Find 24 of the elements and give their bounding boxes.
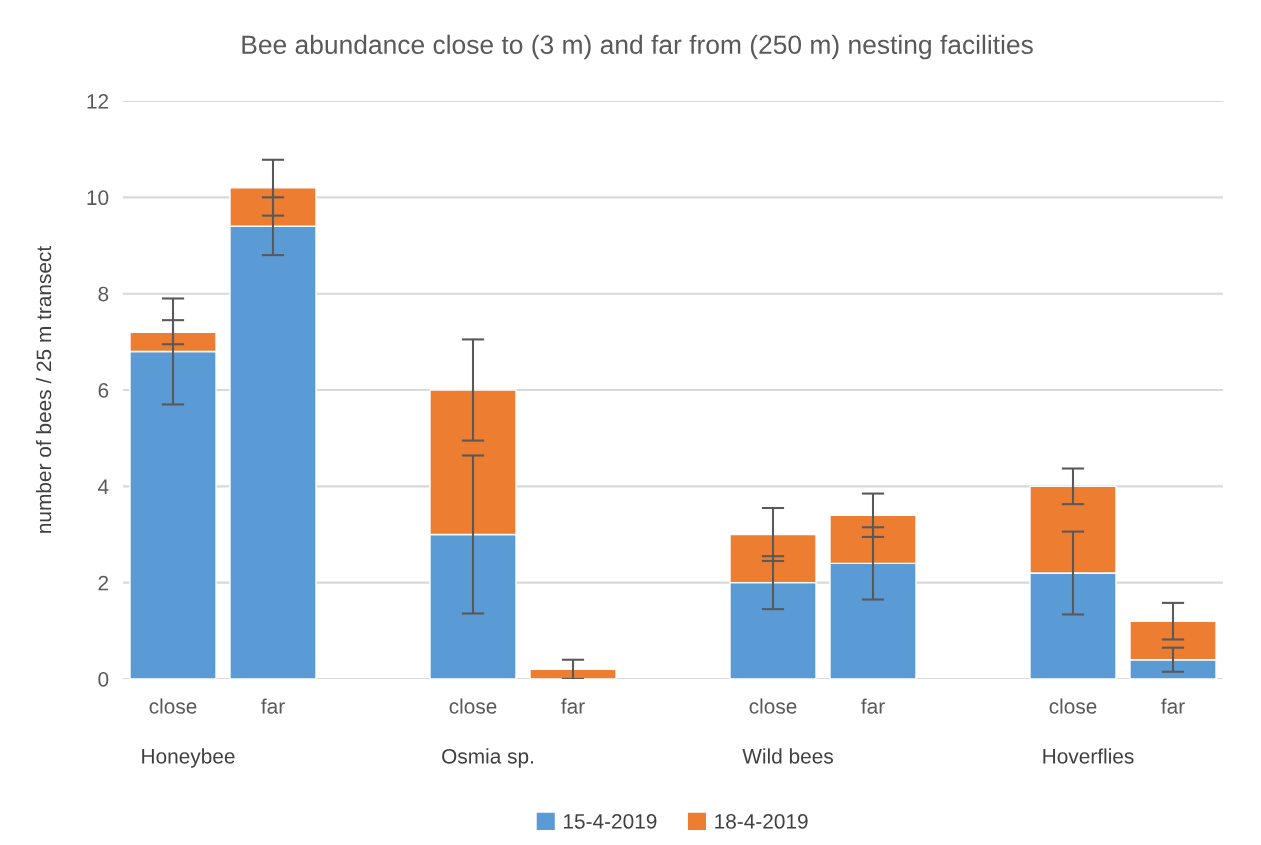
x-tick-label: close (149, 698, 197, 714)
x-tick-label: close (749, 698, 797, 714)
legend-label: 15-4-2019 (563, 814, 657, 829)
text: Osmia sp. (442, 748, 533, 768)
x-tick-label: far (261, 698, 285, 714)
x-tick-label: close (1049, 698, 1097, 714)
chart-title: Bee abundance close to (3 m) and far from (250 m) nesting facilities (242, 34, 1033, 60)
text: Wild bees (742, 748, 833, 764)
x-tick-label: far (861, 698, 885, 714)
y-tick-label: 10 (87, 190, 109, 206)
legend-label: 18-4-2019 (715, 814, 808, 829)
y-tick-label: 4 (98, 479, 109, 494)
y-tick-label: 6 (98, 383, 109, 398)
text: Honeybee (142, 748, 235, 768)
y-tick-label: 12 (87, 94, 109, 109)
y-tick-label: 8 (98, 286, 109, 302)
bar (529, 668, 617, 679)
y-axis-title: number of bees / 25 m transect (35, 245, 52, 533)
x-tick-label: far (561, 698, 585, 714)
y-tick-label: 0 (98, 672, 109, 687)
text: Hoverflies (1043, 748, 1134, 764)
x-tick-label: close (449, 698, 497, 714)
y-tick-label: 2 (98, 575, 109, 591)
x-tick-label: far (1161, 698, 1185, 714)
